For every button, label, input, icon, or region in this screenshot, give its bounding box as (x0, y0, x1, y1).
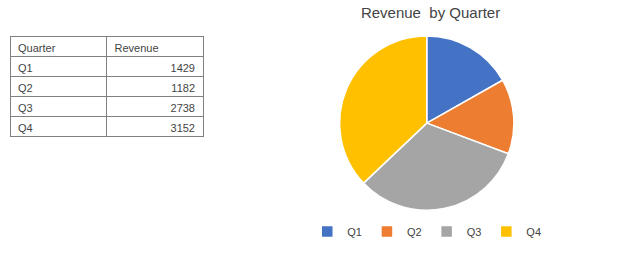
svg-text:Q4: Q4 (526, 226, 541, 238)
svg-text:Q2: Q2 (18, 82, 33, 94)
svg-text:Quarter: Quarter (18, 42, 56, 54)
svg-text:1429: 1429 (171, 62, 195, 74)
svg-text:Q3: Q3 (18, 102, 33, 114)
svg-text:Q3: Q3 (467, 226, 482, 238)
svg-text:Q4: Q4 (18, 122, 33, 134)
svg-text:Q1: Q1 (18, 62, 33, 74)
svg-text:Q1: Q1 (347, 226, 362, 238)
svg-text:Revenue by Quarter: Revenue by Quarter (361, 4, 500, 21)
svg-text:Revenue: Revenue (115, 42, 159, 54)
svg-text:3152: 3152 (171, 122, 195, 134)
svg-text:2738: 2738 (171, 102, 195, 114)
svg-text:Q2: Q2 (407, 226, 422, 238)
svg-text:1182: 1182 (171, 82, 195, 94)
